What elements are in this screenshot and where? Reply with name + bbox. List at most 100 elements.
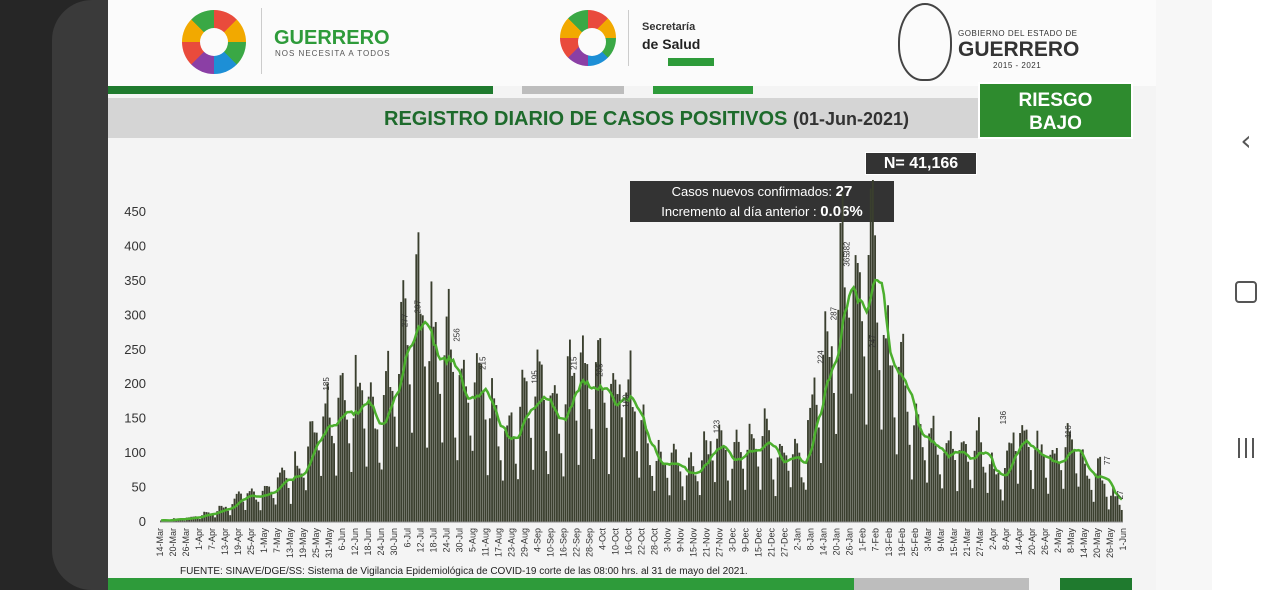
daily-bar	[484, 419, 487, 522]
gobierno-small: GOBIERNO DEL ESTADO DE	[958, 29, 1078, 38]
daily-bar	[497, 446, 500, 522]
recent-apps-icon[interactable]	[1212, 436, 1280, 464]
daily-bar	[1077, 486, 1080, 522]
data-label: 215	[478, 356, 487, 370]
daily-bar	[828, 356, 831, 522]
x-tick-label: 1-Feb	[858, 528, 868, 552]
x-tick-label: 4-Sep	[532, 528, 542, 552]
daily-bar	[465, 386, 467, 522]
daily-bar	[575, 420, 578, 522]
daily-bar	[462, 359, 465, 522]
daily-bar	[274, 504, 277, 522]
daily-bar	[789, 487, 792, 522]
daily-bar	[848, 317, 851, 522]
daily-bar	[815, 404, 818, 522]
daily-bar	[601, 388, 604, 522]
daily-bar	[698, 495, 701, 522]
daily-bar	[657, 439, 660, 522]
daily-bar	[499, 460, 502, 522]
daily-bar	[579, 352, 582, 522]
daily-bar	[876, 322, 879, 522]
daily-bar	[419, 313, 422, 522]
daily-bar	[610, 383, 612, 522]
daily-bar	[1053, 453, 1056, 522]
daily-bar	[408, 384, 411, 522]
daily-bar	[917, 414, 920, 522]
daily-bar	[796, 443, 799, 522]
gobierno-years: 2015 - 2021	[993, 61, 1042, 70]
x-tick-label: 19-May	[298, 528, 308, 559]
daily-bar	[389, 387, 392, 522]
x-tick-label: 3-Dec	[728, 528, 738, 553]
daily-bar	[1088, 478, 1091, 522]
daily-bar	[240, 493, 242, 522]
daily-bar	[752, 438, 755, 522]
daily-bar	[266, 486, 268, 522]
y-tick-label: 200	[124, 376, 146, 391]
daily-bar	[781, 445, 783, 522]
daily-bar	[324, 403, 327, 522]
daily-bar	[1073, 449, 1076, 522]
daily-bar	[220, 505, 223, 522]
daily-bar	[430, 281, 433, 522]
daily-bar	[261, 490, 264, 522]
x-tick-label: 15-Dec	[754, 528, 764, 558]
daily-bar	[625, 392, 628, 522]
daily-bar	[670, 452, 673, 522]
daily-bar	[1066, 423, 1069, 522]
daily-bar	[376, 429, 379, 522]
daily-bar	[1036, 430, 1039, 522]
x-tick-label: 10-Oct	[610, 528, 620, 556]
daily-bar	[380, 469, 383, 522]
daily-bar	[915, 403, 918, 522]
daily-bar	[830, 346, 833, 522]
daily-bar	[471, 450, 474, 522]
daily-bar	[800, 477, 803, 522]
daily-bar	[348, 443, 351, 522]
daily-bar	[382, 395, 385, 522]
daily-bar	[456, 460, 459, 522]
daily-bar	[1055, 448, 1058, 522]
daily-bar	[374, 428, 377, 522]
daily-bar	[958, 450, 961, 522]
daily-bar	[973, 450, 976, 522]
daily-bar	[895, 454, 898, 522]
daily-bar	[980, 442, 983, 522]
daily-bar	[997, 472, 1000, 522]
daily-bar	[343, 400, 346, 522]
daily-bar	[941, 488, 944, 522]
daily-bar	[843, 287, 846, 522]
daily-bar	[772, 479, 775, 522]
home-square-icon[interactable]	[1212, 281, 1280, 303]
daily-bar	[653, 490, 656, 522]
daily-bar	[1097, 458, 1099, 522]
x-tick-label: 27-Dec	[780, 528, 790, 558]
daily-bar	[928, 433, 931, 522]
daily-bar	[478, 362, 480, 522]
daily-bar	[636, 451, 638, 522]
data-label: 247	[869, 334, 878, 348]
x-tick-label: 13-May	[285, 528, 295, 559]
daily-bar	[787, 470, 790, 522]
daily-bar	[525, 381, 528, 522]
daily-bar	[434, 322, 437, 522]
daily-bar	[696, 481, 699, 522]
daily-bar	[1068, 431, 1071, 522]
daily-bar	[224, 506, 227, 522]
daily-bar	[363, 428, 366, 522]
daily-bar	[785, 455, 788, 522]
daily-bar	[309, 421, 312, 522]
daily-bar	[774, 496, 777, 522]
daily-bar	[861, 321, 864, 522]
daily-bar	[413, 339, 416, 522]
x-tick-label: 2-Apr	[988, 528, 998, 550]
daily-bar	[304, 490, 307, 522]
daily-bar	[1016, 483, 1019, 522]
daily-bar	[250, 488, 253, 522]
chevron-left-icon[interactable]: ‹	[1240, 124, 1252, 157]
daily-bar	[495, 405, 498, 522]
daily-bar	[1120, 509, 1123, 522]
daily-bar	[246, 493, 249, 522]
daily-bar	[668, 495, 671, 522]
data-label: 277	[400, 313, 409, 327]
